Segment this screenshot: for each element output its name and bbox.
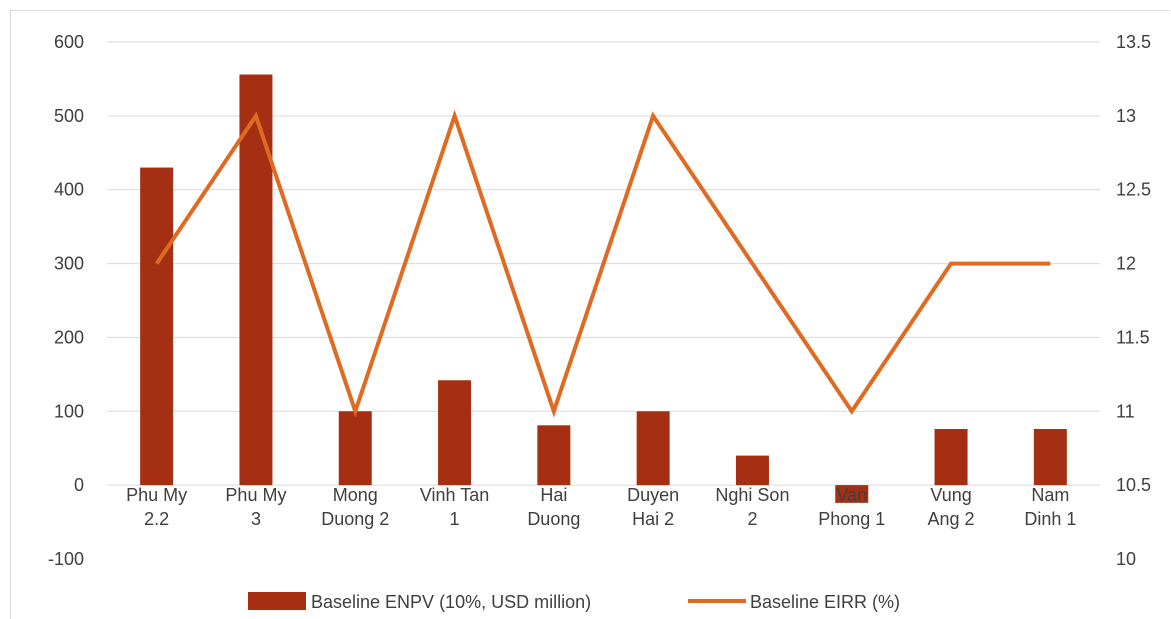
left-axis-tick-label: 400 <box>54 180 84 200</box>
right-axis-tick-label: 11 <box>1116 401 1135 421</box>
right-axis-tick-label: 10 <box>1116 549 1136 569</box>
left-axis-tick-label: -100 <box>48 549 84 569</box>
category-label: Duyen Hai 2 <box>627 485 679 529</box>
left-axis-tick-label: 200 <box>54 327 84 347</box>
chart-frame <box>10 10 1170 619</box>
bar <box>537 425 571 486</box>
category-label: Phu My 2.2 <box>126 485 187 529</box>
category-label: Vung Ang 2 <box>928 485 975 529</box>
bar <box>338 411 372 486</box>
left-axis-tick-label: 500 <box>54 106 84 126</box>
category-label: Nghi Son 2 <box>715 485 789 529</box>
left-axis-tick-label: 100 <box>54 401 84 421</box>
category-label: Hai Duong <box>527 485 580 529</box>
category-label: Van Phong 1 <box>818 485 885 529</box>
right-axis-tick-label: 13.5 <box>1116 32 1151 52</box>
right-axis-tick-label: 12 <box>1116 254 1136 274</box>
legend-label-enpv: Baseline ENPV (10%, USD million) <box>311 592 591 612</box>
left-axis-tick-label: 300 <box>54 254 84 274</box>
category-label: Mong Duong 2 <box>321 485 389 529</box>
bar <box>934 429 968 486</box>
bar <box>1033 429 1067 486</box>
category-label: Phu My 3 <box>225 485 286 529</box>
left-axis-tick-label: 0 <box>74 475 84 495</box>
bar <box>735 455 769 486</box>
left-axis-tick-label: 600 <box>54 32 84 52</box>
right-axis-tick-label: 11.5 <box>1116 327 1150 347</box>
bar <box>140 167 174 486</box>
bar <box>438 380 472 486</box>
bar <box>835 485 869 503</box>
legend-label-eirr: Baseline EIRR (%) <box>750 592 900 612</box>
right-axis-tick-label: 13 <box>1116 106 1136 126</box>
legend-swatch-enpv <box>248 592 306 610</box>
right-axis-tick-label: 10.5 <box>1116 475 1151 495</box>
category-label: Vinh Tan 1 <box>420 485 489 529</box>
right-axis-tick-label: 12.5 <box>1116 180 1151 200</box>
bar <box>636 411 670 486</box>
category-label: Nam Dinh 1 <box>1024 485 1076 529</box>
eirr-line <box>155 109 1051 418</box>
